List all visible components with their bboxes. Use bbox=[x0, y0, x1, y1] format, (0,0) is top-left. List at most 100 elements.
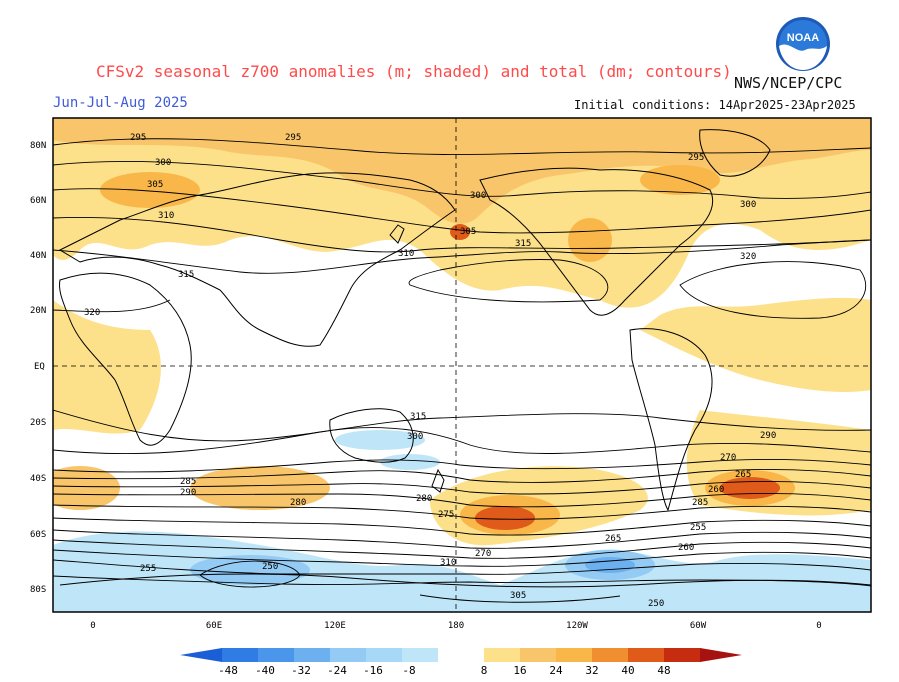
negative-anomaly-indian-ocean bbox=[190, 555, 310, 585]
map-frame bbox=[52, 117, 872, 613]
colorbar-cell bbox=[664, 648, 700, 662]
positive-anomaly-max-pacific bbox=[450, 224, 470, 240]
contour-320-atlantic bbox=[679, 261, 866, 319]
noaa-logo: NOAA bbox=[776, 17, 830, 71]
colorbar-label: 48 bbox=[657, 664, 670, 677]
contour-label: 310 bbox=[440, 558, 456, 568]
contour-250-south bbox=[419, 594, 621, 603]
contour-310-south bbox=[53, 427, 871, 455]
contour-label: 250 bbox=[262, 562, 278, 572]
contour-label: 295 bbox=[688, 153, 704, 163]
contour-label: 310 bbox=[158, 211, 174, 221]
colorbar-label: 32 bbox=[585, 664, 598, 677]
contour-280-south bbox=[53, 517, 871, 536]
lat-label: EQ bbox=[34, 362, 45, 372]
contour-label: 250 bbox=[648, 599, 664, 609]
contour-255-south bbox=[53, 575, 871, 587]
positive-anomaly-indian bbox=[190, 466, 330, 510]
colorbar-labels: -48 -40 -32 -24 -16 -8 8 16 24 32 40 48 bbox=[218, 664, 671, 677]
lon-label: 120W bbox=[566, 621, 588, 631]
contour-label: 265 bbox=[735, 470, 751, 480]
colorbar-label: 8 bbox=[481, 664, 488, 677]
colorbar bbox=[180, 648, 742, 662]
new-zealand-outline bbox=[431, 468, 445, 493]
season-label: Jun-Jul-Aug 2025 bbox=[53, 95, 188, 111]
contour-305-south bbox=[53, 458, 871, 473]
longitude-labels: 0 60E 120E 180 120W 60W 0 bbox=[90, 621, 821, 631]
positive-anomaly-europe bbox=[100, 172, 200, 208]
contour-label: 290 bbox=[180, 488, 196, 498]
australia-outline bbox=[329, 408, 414, 463]
lat-label: 40S bbox=[30, 474, 46, 484]
contour-label: 290 bbox=[760, 431, 776, 441]
colorbar-label: 24 bbox=[549, 664, 563, 677]
contour-315-south bbox=[53, 409, 871, 442]
contour-label: 255 bbox=[690, 523, 706, 533]
colorbar-arrow-left bbox=[180, 648, 222, 662]
contour-label: 300 bbox=[407, 432, 423, 442]
logo-text: NOAA bbox=[787, 32, 819, 44]
contour-label: 305 bbox=[147, 180, 163, 190]
south-america-outline bbox=[629, 328, 713, 512]
colorbar-arrow-right bbox=[700, 648, 742, 662]
colorbar-cell bbox=[438, 648, 484, 662]
contour-label: 310 bbox=[398, 249, 414, 259]
colorbar-label: -32 bbox=[291, 664, 311, 677]
contour-label: 315 bbox=[515, 239, 531, 249]
colorbar-cell bbox=[520, 648, 556, 662]
lat-label: 80N bbox=[30, 141, 46, 151]
colorbar-label: -16 bbox=[363, 664, 383, 677]
contour-label: 320 bbox=[740, 252, 756, 262]
colorbar-cell bbox=[402, 648, 438, 662]
lat-label: 20S bbox=[30, 418, 46, 428]
lat-label: 40N bbox=[30, 251, 46, 261]
contour-label: 280 bbox=[416, 494, 432, 504]
colorbar-cell bbox=[592, 648, 628, 662]
contour-label: 315 bbox=[178, 270, 194, 280]
contour-305-north bbox=[53, 188, 871, 234]
contour-label: 285 bbox=[180, 477, 196, 487]
contour-label: 265 bbox=[605, 534, 621, 544]
positive-anomaly-america bbox=[568, 218, 612, 262]
lon-label: 120E bbox=[324, 621, 346, 631]
contour-label: 315 bbox=[410, 412, 426, 422]
lon-label: 60E bbox=[206, 621, 222, 631]
negative-anomaly-australia bbox=[335, 430, 425, 450]
colorbar-label: -48 bbox=[218, 664, 238, 677]
positive-anomaly-north-2 bbox=[53, 118, 871, 224]
positive-anomaly-sa-max bbox=[720, 477, 780, 499]
colorbar-cell bbox=[484, 648, 520, 662]
lon-label: 0 bbox=[816, 621, 821, 631]
negative-anomaly-south bbox=[53, 531, 871, 612]
contour-label: 295 bbox=[285, 133, 301, 143]
contour-315-north bbox=[53, 239, 871, 274]
positive-anomaly-tropics-east bbox=[640, 297, 871, 392]
colorbar-label: -40 bbox=[255, 664, 275, 677]
lon-label: 180 bbox=[448, 621, 464, 631]
contour-320-west bbox=[53, 299, 171, 313]
contour-label: 260 bbox=[708, 485, 724, 495]
colorbar-cell bbox=[222, 648, 258, 662]
contour-label: 305 bbox=[460, 227, 476, 237]
japan-outline bbox=[389, 224, 405, 244]
contour-label: 270 bbox=[475, 549, 491, 559]
contour-label: 280 bbox=[290, 498, 306, 508]
colorbar-label: -24 bbox=[327, 664, 347, 677]
positive-anomaly-canada bbox=[640, 165, 720, 195]
colorbar-cell bbox=[294, 648, 330, 662]
colorbar-cell bbox=[366, 648, 402, 662]
colorbar-cell bbox=[258, 648, 294, 662]
colorbar-label: -8 bbox=[402, 664, 415, 677]
greenland-outline bbox=[699, 129, 771, 177]
lat-label: 20N bbox=[30, 306, 46, 316]
lon-label: 0 bbox=[90, 621, 95, 631]
contour-275-south bbox=[53, 529, 871, 549]
contour-260-south bbox=[53, 559, 871, 575]
positive-anomaly-atlantic-south bbox=[53, 466, 120, 510]
contour-label: 295 bbox=[130, 133, 146, 143]
contour-labels: 295 300 305 310 315 320 300 305 310 315 320 300 295 2… bbox=[84, 133, 776, 609]
lat-label: 60N bbox=[30, 196, 46, 206]
africa-outline bbox=[59, 272, 192, 446]
positive-anomaly-sp-max bbox=[475, 506, 535, 530]
